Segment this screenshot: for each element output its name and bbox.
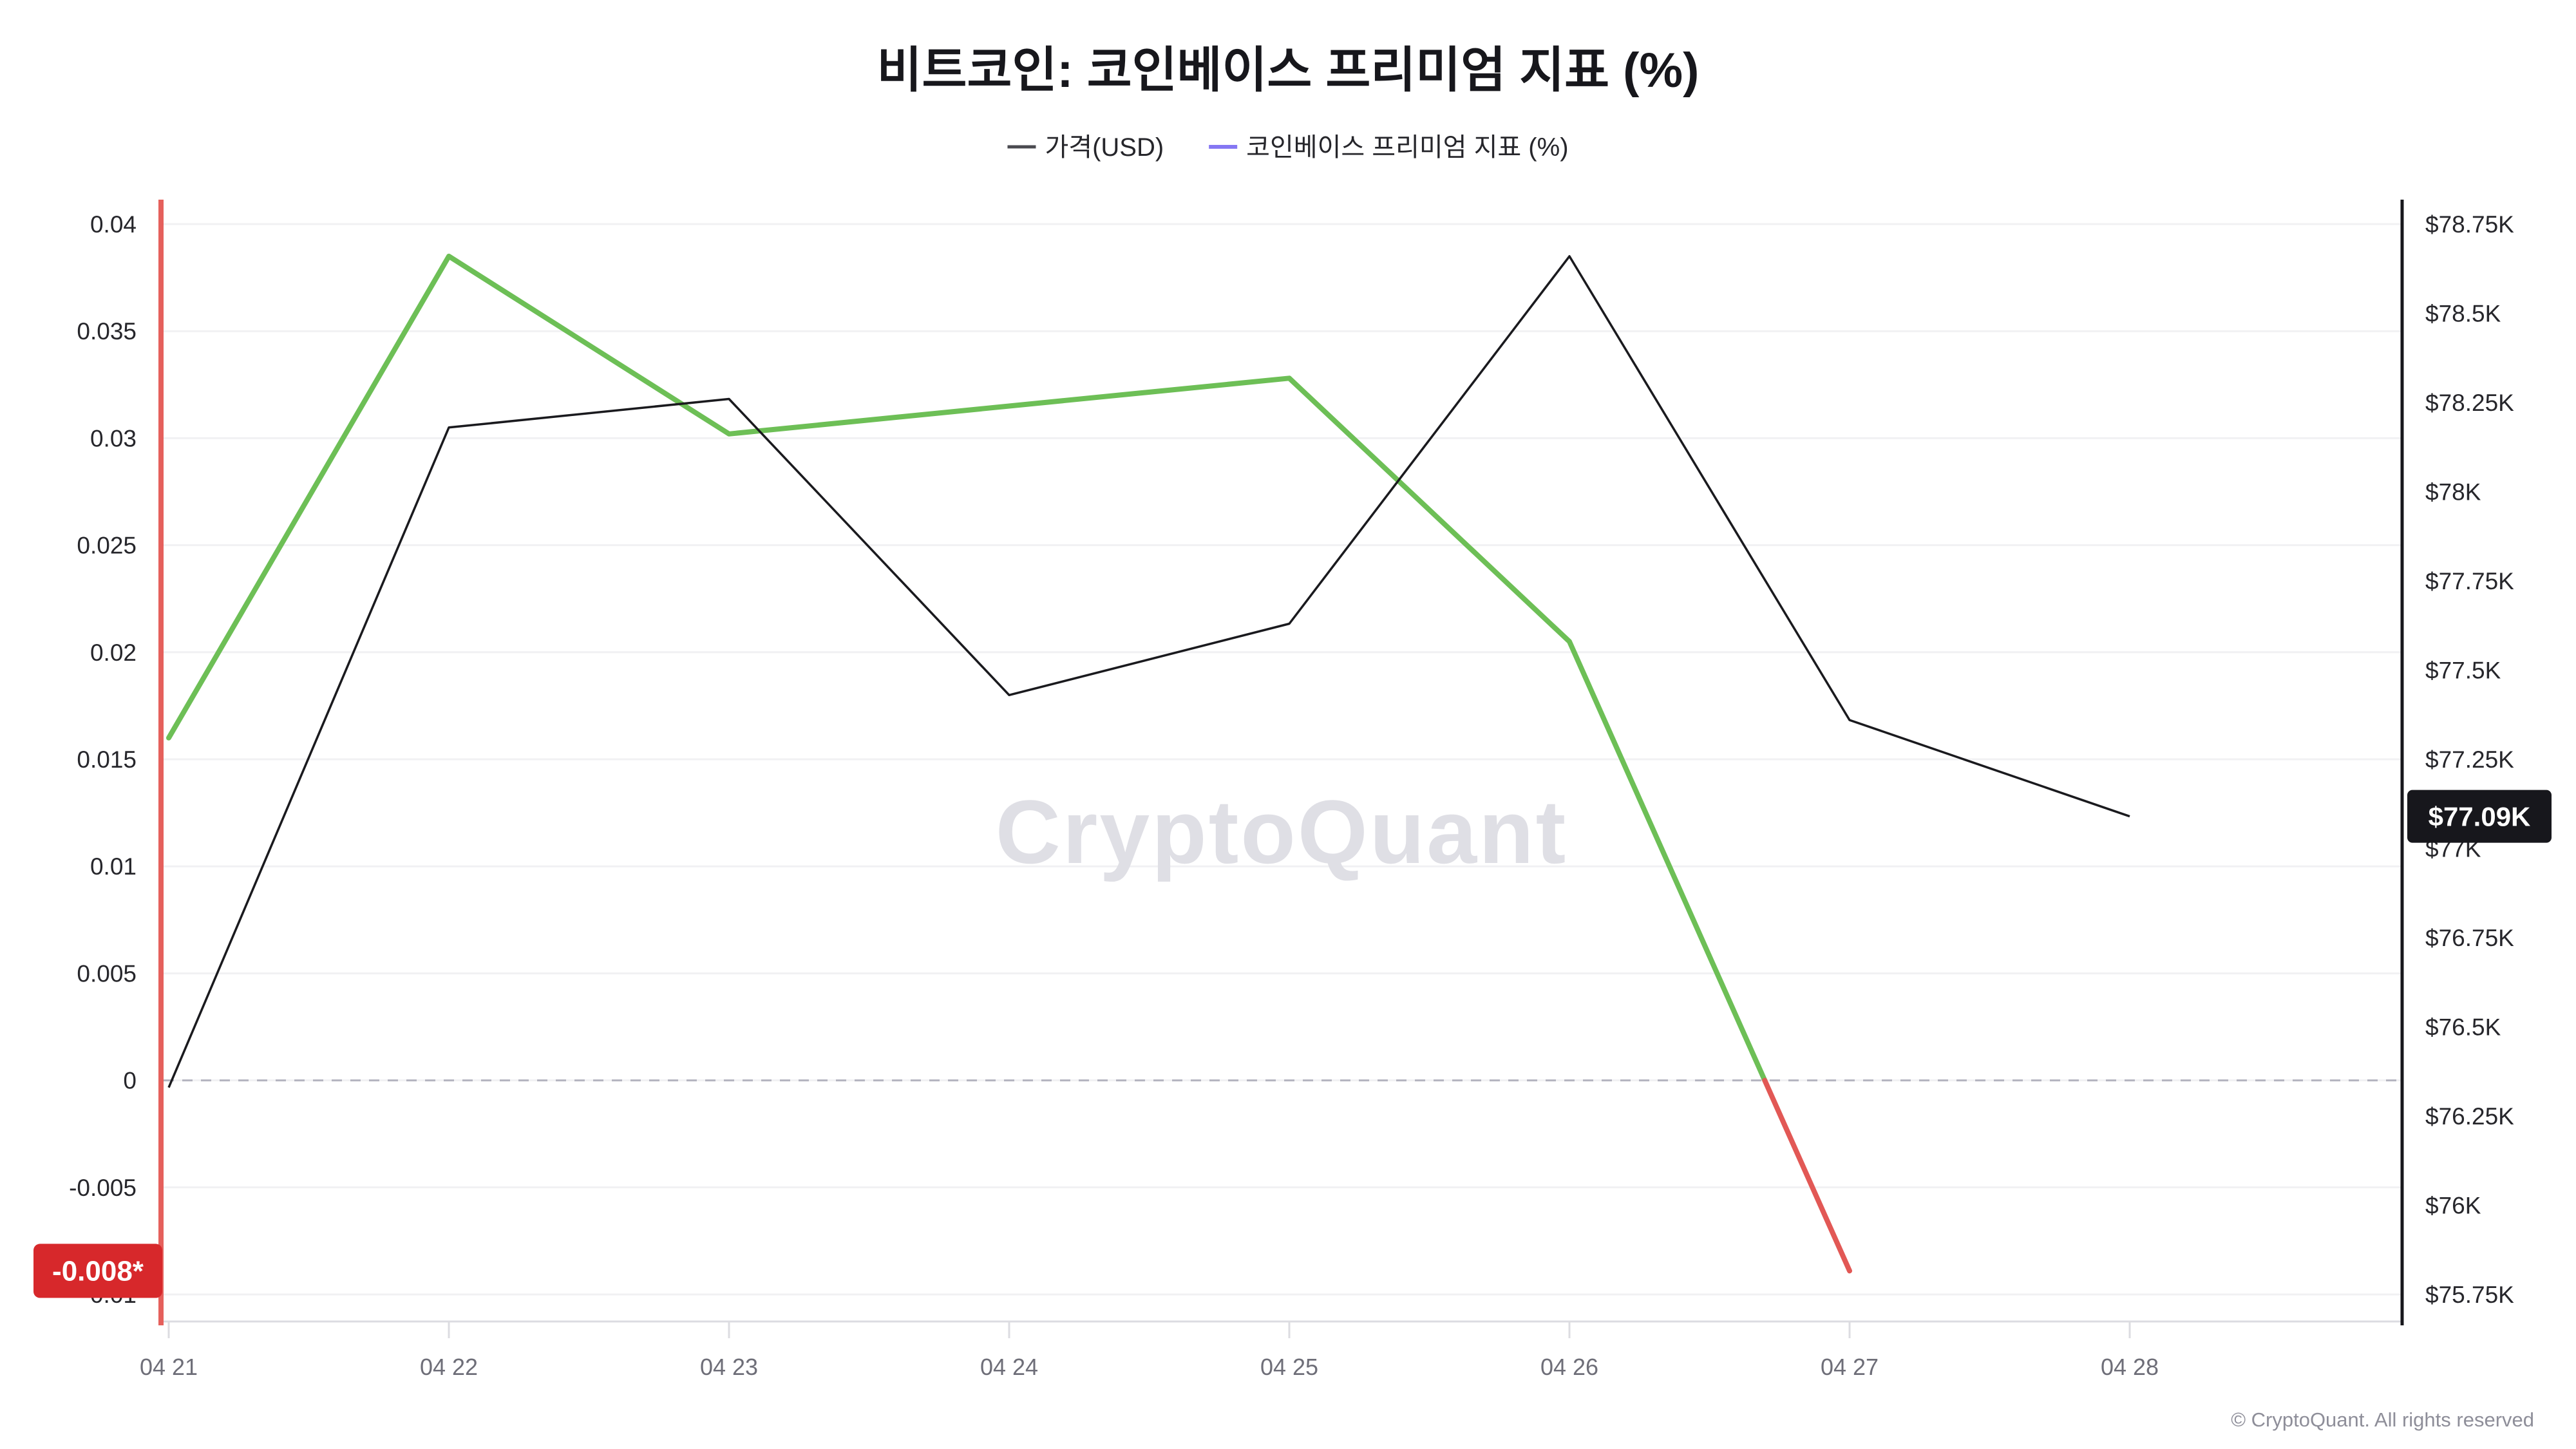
premium-line-positive [166,253,1768,1083]
x-axis-label: 04 23 [700,1354,758,1380]
legend: 가격(USD) 코인베이스 프리미엄 지표 (%) [1007,133,1569,162]
legend-item-price[interactable]: 가격(USD) [1007,133,1164,162]
watermark: CryptoQuant [996,781,1568,882]
x-axis-label: 04 27 [1821,1354,1879,1380]
left-axis-tick-label: 0.03 [90,425,137,451]
right-axis-tick-label: $75.75K [2425,1282,2514,1308]
right-axis-tick-label: $78.75K [2425,211,2514,238]
left-axis-tick-label: 0.02 [90,639,137,666]
copyright-text: © CryptoQuant. All rights reserved [2231,1408,2534,1431]
legend-item-premium[interactable]: 코인베이스 프리미엄 지표 (%) [1209,133,1569,162]
right-axis-tick-label: $77.75K [2425,568,2514,594]
price-line [167,255,2130,1088]
price-line-path [167,255,2130,1088]
x-axis-label: 04 25 [1260,1354,1318,1380]
price-last-badge [2407,790,2552,843]
x-axis-label: 04 28 [2101,1354,2159,1380]
left-axis-tick-label: 0 [123,1068,137,1094]
right-axis-tick-label: $76.25K [2425,1103,2514,1130]
right-axis-tick-label: $78.25K [2425,390,2514,416]
premium-last-badge [33,1244,162,1298]
last-value-badges: -0.008* $77.09K [33,790,2552,1298]
right-axis-tick-label: $78K [2425,479,2481,506]
legend-label-price: 가격(USD) [1045,133,1164,162]
right-axis-tick-label: $78.5K [2425,301,2501,327]
right-axis-tick-label: $76.5K [2425,1014,2501,1041]
x-axis-label: 04 24 [980,1354,1038,1380]
left-axis-tick-label: -0.005 [69,1175,137,1201]
premium-line [166,253,1852,1274]
right-axis-tick-label: $77.25K [2425,746,2514,773]
left-axis-tick-label: 0.04 [90,211,137,238]
right-axis-tick-label: $77.5K [2425,658,2501,684]
x-axis: 04 21 04 22 04 23 04 24 04 25 04 26 04 27 04 28 [140,1320,2402,1380]
left-axis-tick-label: 0.025 [77,533,137,559]
premium-last-badge-text: -0.008* [52,1255,144,1287]
x-axis-label: 04 22 [420,1354,478,1380]
price-last-badge-text: $77.09K [2429,802,2531,832]
axis-spines [158,200,2404,1325]
right-axis-labels: $78.75K $78.5K $78.25K $78K $77.75K $77.5K $77… [2425,211,2514,1308]
right-axis-tick-label: $76.75K [2425,925,2514,951]
x-axis-label: 04 21 [140,1354,198,1380]
chart-title: 비트코인: 코인베이스 프리미엄 지표 (%) [877,43,1700,98]
right-axis-tick-label: $76K [2425,1193,2481,1219]
premium-line-negative [1762,1077,1852,1274]
left-axis-tick-label: 0.005 [77,960,137,987]
legend-label-premium: 코인베이스 프리미엄 지표 (%) [1246,133,1568,162]
left-axis-labels: 0.04 0.035 0.03 0.025 0.02 0.015 0.01 0.005 0 -0.… [69,211,137,1308]
x-axis-label: 04 26 [1540,1354,1598,1380]
left-axis-tick-label: 0.015 [77,746,137,773]
left-axis-tick-label: 0.01 [90,853,137,880]
gridlines [164,223,2402,1296]
left-axis-tick-label: 0.035 [77,318,137,345]
